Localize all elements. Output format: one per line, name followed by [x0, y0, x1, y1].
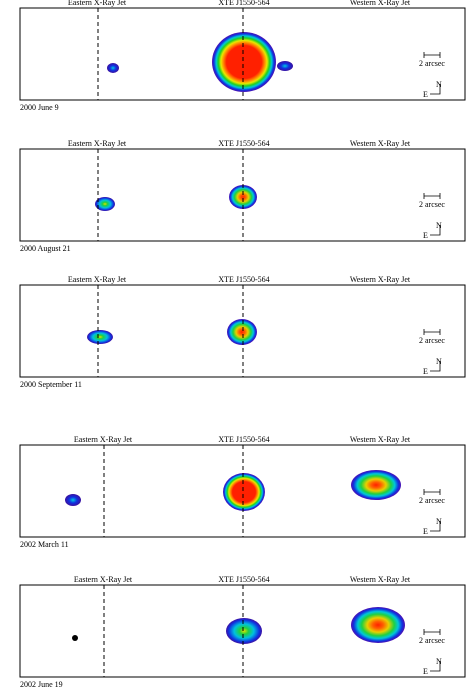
jet-label: Eastern X-Ray Jet: [68, 0, 127, 7]
panel-date: 2000 September 11: [20, 380, 82, 389]
scale-label: 2 arcsec: [419, 336, 445, 345]
jet-label: Eastern X-Ray Jet: [68, 275, 127, 284]
emission-blob: [227, 319, 257, 345]
emission-blob: [212, 32, 276, 92]
emission-blob: [226, 618, 262, 644]
source-label: XTE J1550-564: [218, 275, 269, 284]
panel-date: 2002 June 19: [20, 680, 63, 689]
source-label: XTE J1550-564: [218, 0, 269, 7]
panel-date: 2002 March 11: [20, 540, 69, 549]
compass-n: N: [436, 221, 442, 230]
compass-e: E: [423, 90, 428, 99]
emission-blob: [351, 470, 401, 500]
emission-blob: [87, 330, 113, 344]
emission-blob: [223, 473, 265, 511]
compass-n: N: [436, 657, 442, 666]
panel-date: 2000 August 21: [20, 244, 71, 253]
scale-label: 2 arcsec: [419, 496, 445, 505]
figure: Eastern X-Ray Jet XTE J1550-564 Western X-…: [0, 0, 469, 689]
jet-label: Western X-Ray Jet: [350, 435, 411, 444]
panel-date: 2000 June 9: [20, 103, 59, 112]
source-label: XTE J1550-564: [218, 435, 269, 444]
compass-n: N: [436, 517, 442, 526]
jet-label: Eastern X-Ray Jet: [74, 435, 133, 444]
compass-n: N: [436, 80, 442, 89]
source-label: XTE J1550-564: [218, 139, 269, 148]
emission-blob: [72, 635, 78, 641]
emission-blob: [277, 61, 293, 71]
jet-label: Eastern X-Ray Jet: [68, 139, 127, 148]
compass-e: E: [423, 527, 428, 536]
scale-label: 2 arcsec: [419, 636, 445, 645]
jet-label: Western X-Ray Jet: [350, 0, 411, 7]
jet-label: Western X-Ray Jet: [350, 275, 411, 284]
compass-e: E: [423, 667, 428, 676]
compass-e: E: [423, 367, 428, 376]
jet-label: Western X-Ray Jet: [350, 139, 411, 148]
jet-label: Eastern X-Ray Jet: [74, 575, 133, 584]
scale-label: 2 arcsec: [419, 59, 445, 68]
compass-n: N: [436, 357, 442, 366]
scale-label: 2 arcsec: [419, 200, 445, 209]
emission-blob: [351, 607, 405, 643]
source-label: XTE J1550-564: [218, 575, 269, 584]
compass-e: E: [423, 231, 428, 240]
emission-blob: [65, 494, 81, 506]
jet-label: Western X-Ray Jet: [350, 575, 411, 584]
emission-blob: [107, 63, 119, 73]
